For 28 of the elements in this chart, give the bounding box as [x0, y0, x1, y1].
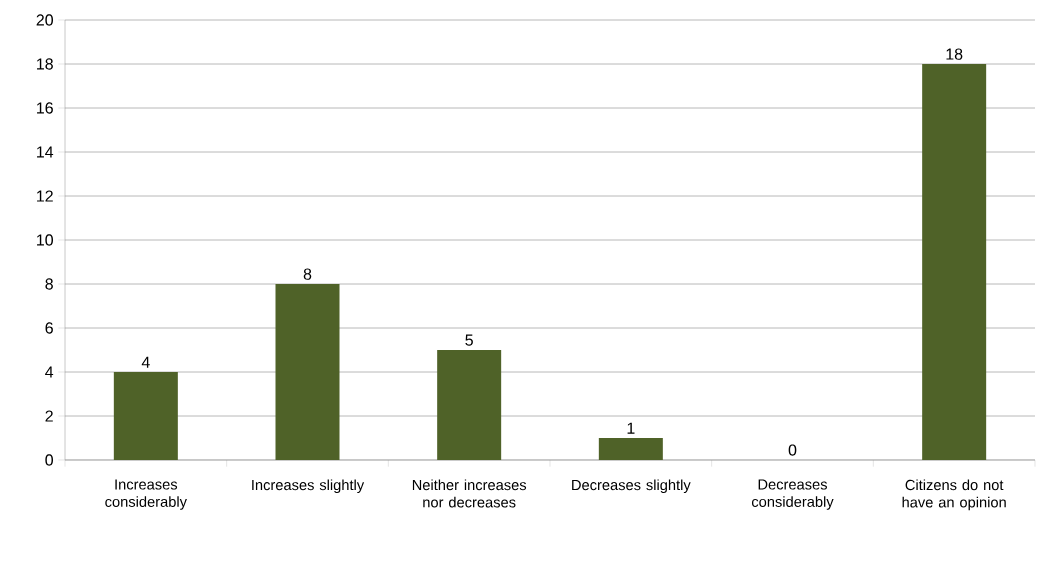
- y-tick-label: 0: [45, 454, 54, 466]
- x-tick-label: Increases considerably: [105, 479, 187, 510]
- x-tick-label: Decreases slightly: [572, 479, 691, 494]
- data-label: 0: [788, 444, 797, 456]
- data-label: 1: [627, 422, 635, 434]
- y-tick-label: 10: [37, 234, 53, 246]
- y-tick-label: 20: [36, 14, 53, 26]
- y-tick-label: 12: [37, 190, 53, 202]
- y-tick-label: 18: [37, 58, 53, 70]
- x-tick-label: Citizens do not have an opinion: [902, 479, 1006, 511]
- data-label: 8: [303, 268, 312, 280]
- data-label: 18: [946, 48, 963, 60]
- y-tick-label: 8: [45, 278, 53, 290]
- y-tick-label: 2: [45, 410, 53, 422]
- data-label: 4: [141, 356, 150, 368]
- bar: [922, 64, 987, 460]
- y-tick-label: 16: [37, 102, 53, 114]
- bar: [275, 284, 340, 460]
- bar: [598, 438, 663, 460]
- x-tick-label: Increases slightly: [252, 479, 365, 494]
- x-tick-label: Neither increases nor decreases: [412, 479, 527, 508]
- y-tick-label: 6: [45, 322, 53, 334]
- data-label: 5: [465, 334, 473, 346]
- y-tick-label: 14: [37, 146, 54, 158]
- bar: [113, 372, 178, 460]
- x-tick-label: Decreases considerably: [751, 479, 834, 510]
- bar: [437, 350, 502, 460]
- y-tick-label: 4: [45, 366, 54, 378]
